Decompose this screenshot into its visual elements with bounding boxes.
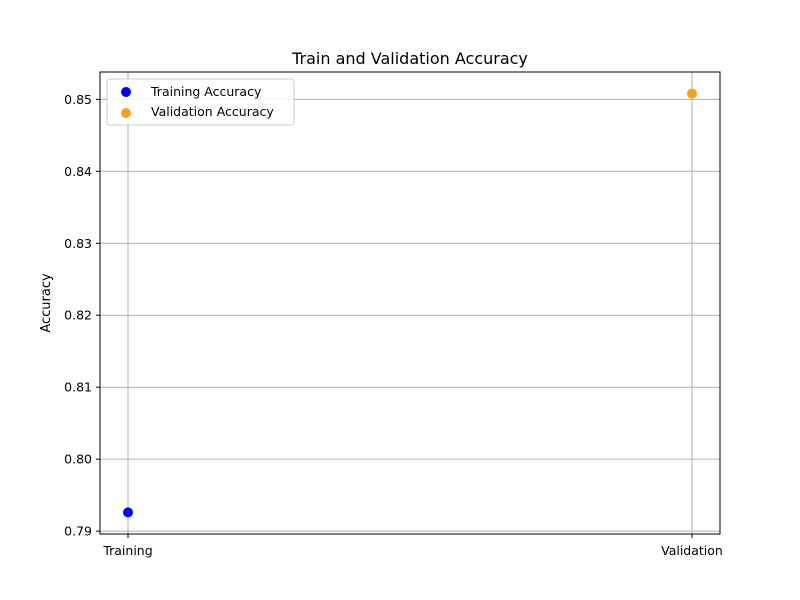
ticks: 0.79 0.80 0.81 0.82 0.83 0.84 0.85 Training Vali… <box>64 92 723 558</box>
legend-marker-training <box>121 87 131 97</box>
data-point-training <box>123 507 133 518</box>
y-tick-label: 0.80 <box>64 452 92 467</box>
y-tick-label: 0.83 <box>64 236 92 251</box>
data-point-validation <box>687 88 697 99</box>
grid <box>100 72 720 534</box>
points <box>123 88 697 518</box>
legend-label-training: Training Accuracy <box>150 84 262 99</box>
y-axis-label: Accuracy <box>39 273 54 333</box>
y-tick-label: 0.79 <box>64 524 92 539</box>
y-tick-label: 0.81 <box>64 380 92 395</box>
x-tick-label: Validation <box>661 543 723 558</box>
x-tick-label: Training <box>102 543 152 558</box>
chart-title: Train and Validation Accuracy <box>291 49 528 68</box>
y-tick-label: 0.82 <box>64 308 92 323</box>
legend: Training Accuracy Validation Accuracy <box>106 78 295 126</box>
y-tick-label: 0.84 <box>64 164 92 179</box>
y-tick-label: 0.85 <box>64 92 92 107</box>
legend-marker-validation <box>121 108 131 118</box>
legend-box <box>106 78 295 126</box>
legend-label-validation: Validation Accuracy <box>151 104 274 119</box>
plot-frame <box>99 71 721 535</box>
